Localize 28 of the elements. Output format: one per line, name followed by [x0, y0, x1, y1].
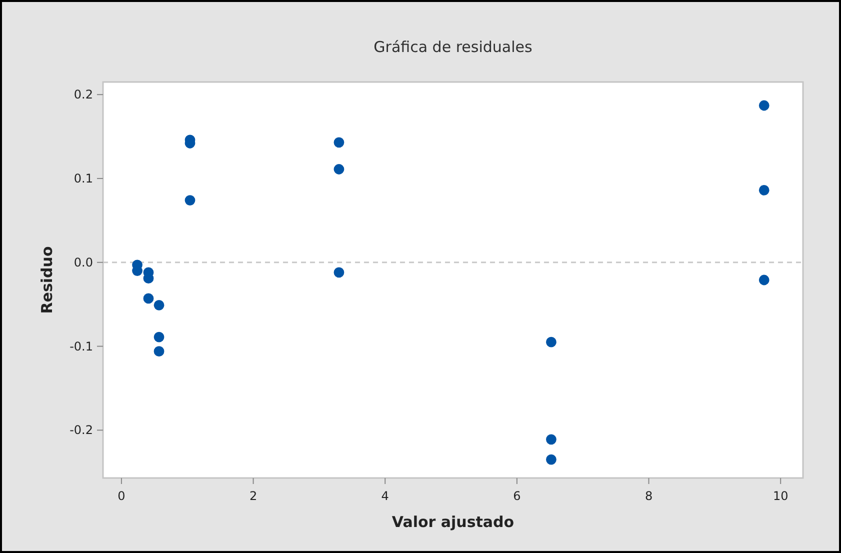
point	[758, 185, 770, 196]
point	[184, 195, 196, 206]
point	[546, 336, 556, 348]
point	[758, 274, 770, 286]
point	[334, 164, 344, 174]
chart-title: Gráfica de residuales	[374, 38, 532, 56]
point	[546, 434, 556, 445]
x-tick-label: 10	[772, 489, 788, 503]
point	[334, 267, 344, 278]
point	[154, 346, 164, 357]
y-tick-label: 0.2	[74, 88, 93, 102]
x-tick-label: 2	[249, 489, 258, 503]
x-tick-label: 8	[644, 489, 653, 503]
point	[334, 137, 344, 148]
y-axis-title: Residuo	[38, 246, 56, 314]
point	[154, 332, 164, 342]
point	[758, 100, 770, 111]
x-tick-label: 0	[118, 489, 126, 503]
x-axis-title: Valor ajustado	[392, 513, 514, 531]
y-tick-label: -0.2	[70, 423, 93, 438]
point	[546, 454, 556, 465]
y-tick-label: -0.1	[70, 339, 93, 354]
y-tick-label: 0.1	[74, 171, 93, 186]
x-tick-label: 4	[381, 489, 389, 503]
y-tick-label: 0.0	[74, 255, 93, 270]
point	[143, 293, 154, 304]
x-tick-label: 6	[513, 489, 521, 503]
point	[154, 300, 164, 310]
